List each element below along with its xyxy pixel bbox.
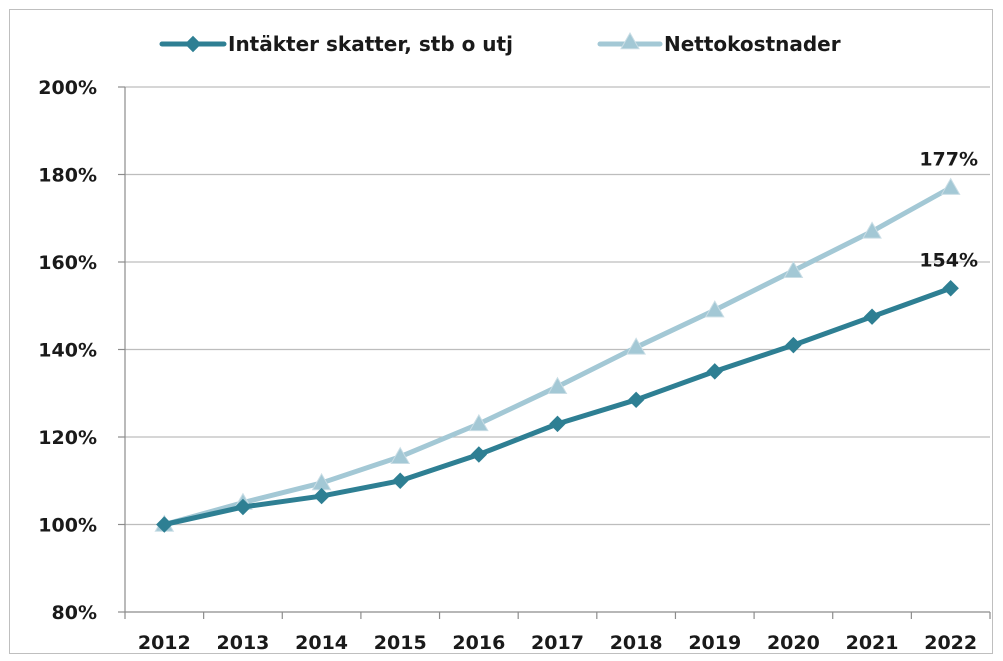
series-line (161, 285, 954, 527)
y-tick-label: 140% (38, 340, 97, 362)
y-tick-label: 160% (38, 252, 97, 274)
data-point (704, 300, 725, 318)
data-point (547, 376, 568, 394)
x-tick-label: 2021 (846, 632, 899, 654)
data-point (549, 415, 566, 433)
series-line (161, 185, 954, 527)
y-tick-label: 120% (38, 427, 97, 449)
data-point (785, 336, 802, 354)
data-point (470, 446, 488, 463)
x-tick-label: 2015 (374, 632, 427, 654)
data-point (627, 391, 645, 409)
legend: Intäkter skatter, stb o utj Nettokostnade… (159, 31, 841, 56)
data-point (626, 337, 646, 355)
legend-label: Nettokostnader (664, 32, 841, 56)
data-point (234, 498, 252, 516)
series-intakter: 154% (156, 249, 978, 533)
legend-label: Intäkter skatter, stb o utj (228, 32, 513, 56)
y-tick-label: 80% (52, 602, 97, 624)
axes: 80% 100% 120% 140% 160% 180% 200% 2012 2013 2014 2… (38, 77, 991, 654)
data-point (313, 487, 330, 505)
x-tick-label: 2017 (531, 632, 584, 654)
x-tick-label: 2016 (452, 632, 505, 654)
data-point (156, 516, 173, 533)
x-tick-label: 2013 (217, 632, 270, 654)
data-point (390, 446, 411, 464)
data-point (783, 260, 804, 278)
data-point (392, 472, 409, 489)
legend-marker (184, 35, 202, 53)
x-tick-label: 2020 (767, 632, 820, 654)
x-tick-label: 2012 (138, 632, 191, 654)
data-label: 177% (919, 149, 978, 171)
legend-item: Nettokostnader (597, 31, 841, 56)
y-tick-label: 200% (38, 77, 97, 99)
data-point (940, 177, 961, 195)
data-point (469, 413, 489, 432)
x-tick-label: 2018 (610, 632, 663, 654)
y-tick-label: 100% (38, 515, 97, 537)
data-point (706, 363, 723, 380)
y-tick-label: 180% (38, 165, 97, 187)
x-tick-label: 2022 (924, 632, 977, 654)
x-tick-label: 2014 (295, 632, 348, 654)
series-nettokostnader: 177% (154, 149, 978, 532)
gridlines (125, 86, 990, 526)
data-point (942, 280, 959, 297)
x-tick-label: 2019 (688, 632, 741, 654)
legend-marker (620, 31, 640, 50)
data-label: 154% (919, 249, 978, 271)
series-layer: 177% 154% (154, 149, 978, 533)
legend-item: Intäkter skatter, stb o utj (159, 32, 513, 56)
data-point (862, 221, 882, 239)
chart-frame (9, 9, 993, 654)
data-point (863, 308, 881, 325)
